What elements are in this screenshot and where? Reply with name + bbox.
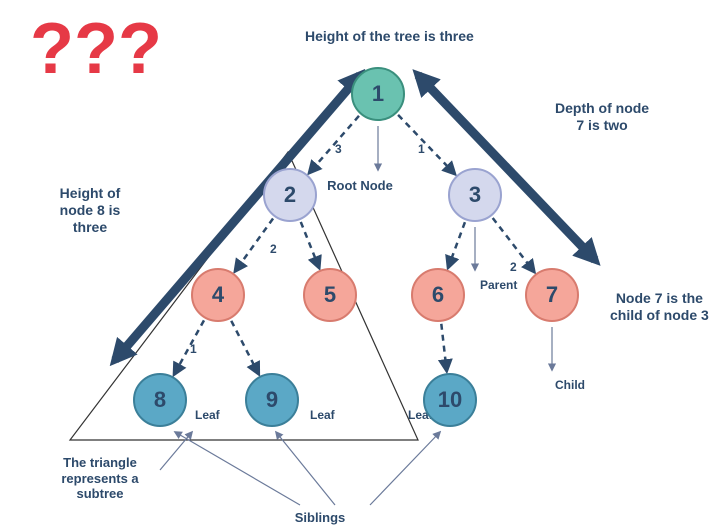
label-root: Root Node xyxy=(327,178,393,194)
edge-weight-1b: 1 xyxy=(190,342,197,356)
annotation-arrow xyxy=(175,432,300,505)
label-depth-note: Depth of node 7 is two xyxy=(555,100,649,134)
tree-node-5: 5 xyxy=(303,268,357,322)
tree-node-1: 1 xyxy=(351,67,405,121)
tree-node-10: 10 xyxy=(423,373,477,427)
tree-edge xyxy=(309,116,359,173)
label-leaf-1: Leaf xyxy=(195,408,220,422)
label-title: Height of the tree is three xyxy=(305,28,474,45)
tree-node-7: 7 xyxy=(525,268,579,322)
label-parent: Parent xyxy=(480,278,517,292)
label-child: Child xyxy=(555,378,585,392)
edge-weight-3: 3 xyxy=(335,142,342,156)
tree-edge xyxy=(231,321,258,374)
label-child-note: Node 7 is the child of node 3 xyxy=(610,290,709,324)
label-height8: Height of node 8 is three xyxy=(60,185,121,235)
question-marks: ??? xyxy=(30,8,162,90)
tree-edge xyxy=(441,324,446,371)
tree-edge xyxy=(174,320,204,374)
tree-node-4: 4 xyxy=(191,268,245,322)
tree-node-3: 3 xyxy=(448,168,502,222)
tree-edge xyxy=(398,115,455,174)
label-subtree: The triangle represents a subtree xyxy=(61,455,138,502)
tree-edge xyxy=(235,219,273,272)
edge-weight-2a: 2 xyxy=(270,242,277,256)
tree-node-9: 9 xyxy=(245,373,299,427)
tree-edge xyxy=(301,222,319,268)
tree-edge xyxy=(448,222,465,268)
label-leaf-2: Leaf xyxy=(310,408,335,422)
tree-node-6: 6 xyxy=(411,268,465,322)
annotation-arrow xyxy=(370,432,440,505)
tree-node-2: 2 xyxy=(263,168,317,222)
edge-weight-2b: 2 xyxy=(510,260,517,274)
edge-weight-1a: 1 xyxy=(418,142,425,156)
label-siblings: Siblings xyxy=(295,510,346,526)
tree-node-8: 8 xyxy=(133,373,187,427)
annotation-arrow xyxy=(160,432,192,470)
annotation-arrow xyxy=(276,432,335,505)
